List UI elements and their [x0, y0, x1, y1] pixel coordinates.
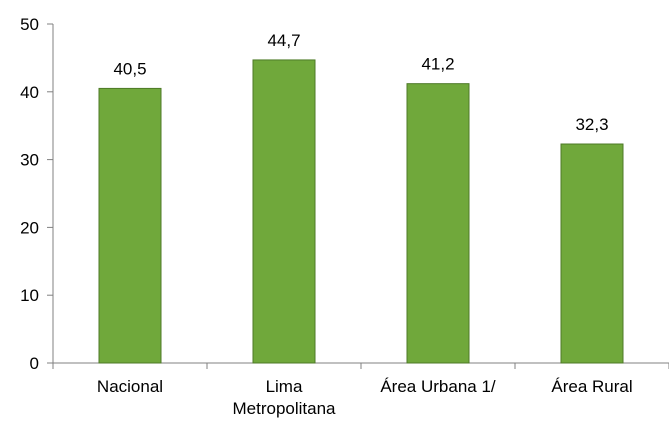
category-label: Área Urbana 1/: [380, 377, 496, 396]
y-tick-label: 0: [30, 354, 39, 373]
bar: [98, 87, 162, 364]
y-axis: 0 10 20 30 40 50: [20, 15, 54, 373]
data-label: 44,7: [267, 31, 300, 50]
y-tick-label: 40: [20, 83, 39, 102]
category-label: Área Rural: [551, 377, 632, 396]
data-label: 40,5: [113, 59, 146, 78]
data-labels: 40,5 44,7 41,2 32,3: [113, 31, 608, 134]
y-tick-label: 50: [20, 15, 39, 34]
x-axis: [52, 362, 669, 369]
bar: [406, 83, 470, 364]
y-tick-label: 20: [20, 218, 39, 237]
category-label: Nacional: [97, 377, 163, 396]
category-label: Metropolitana: [232, 399, 336, 418]
data-label: 41,2: [421, 55, 454, 74]
data-label: 32,3: [575, 115, 608, 134]
bar: [252, 59, 316, 364]
y-tick-label: 30: [20, 151, 39, 170]
bar: [560, 143, 624, 364]
bars: [98, 59, 624, 364]
y-tick-label: 10: [20, 286, 39, 305]
category-labels: Nacional Lima Metropolitana Área Urbana 1/Á…: [97, 377, 633, 418]
category-label: Lima: [266, 377, 303, 396]
